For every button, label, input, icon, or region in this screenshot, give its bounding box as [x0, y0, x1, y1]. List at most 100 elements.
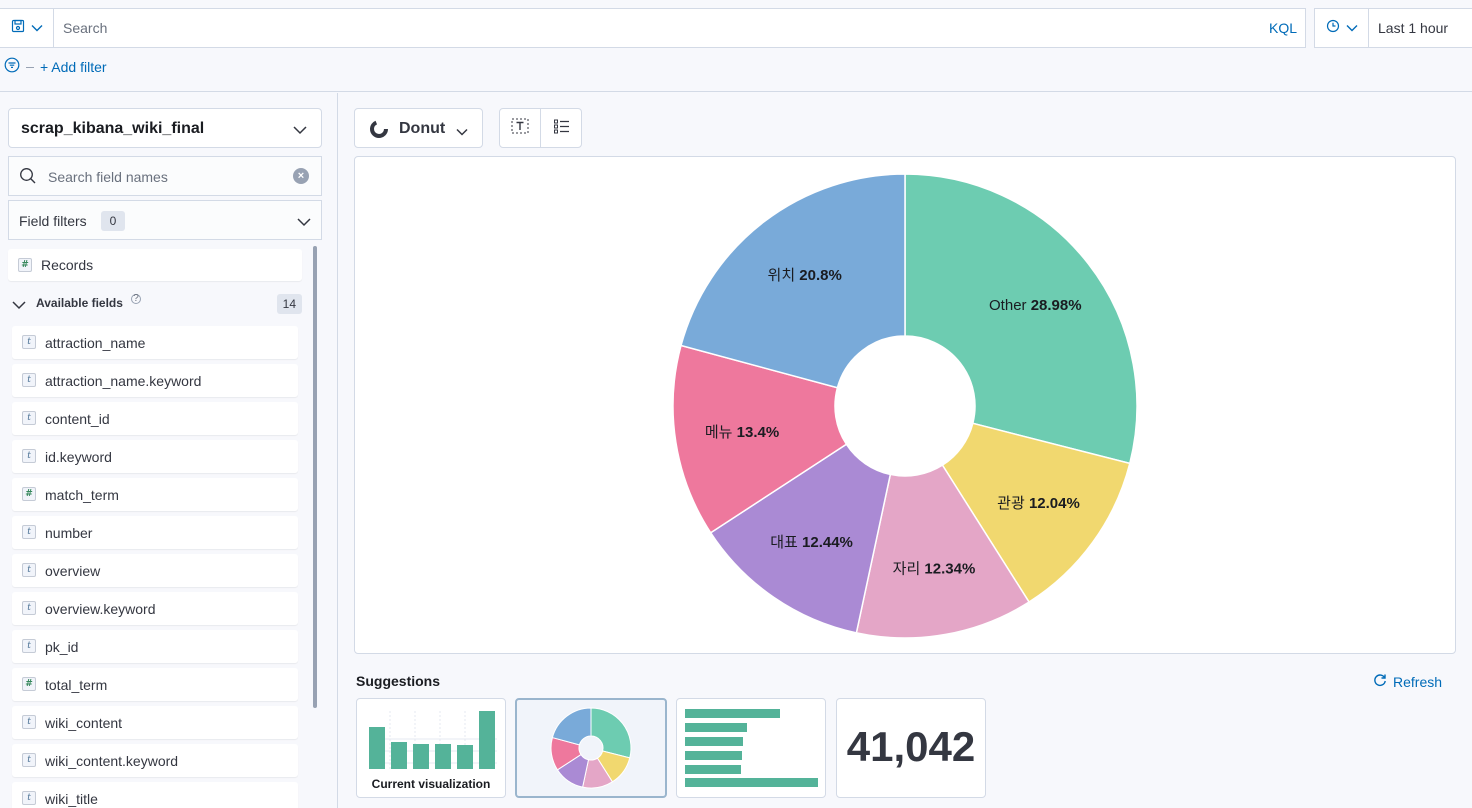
donut-slice[interactable]: [709, 443, 892, 634]
donut-icon: [370, 120, 388, 143]
donut-slice[interactable]: [672, 344, 848, 534]
chevron-down-icon: [456, 123, 468, 141]
field-item[interactable]: t content_id: [12, 402, 298, 435]
field-search-input[interactable]: Search field names: [48, 169, 168, 185]
donut-thumbnail: [550, 707, 632, 789]
suggestion-caption: Current visualization: [371, 777, 491, 791]
suggestion-current-visualization[interactable]: Current visualization: [356, 698, 506, 798]
string-type-icon: t: [22, 335, 36, 349]
legend-options-button[interactable]: [541, 109, 582, 147]
chevron-down-icon: [31, 19, 43, 37]
suggestion-donut[interactable]: [515, 698, 667, 798]
slice-label: 자리 12.34%: [893, 560, 976, 577]
query-bar-area: Search KQL Last 1 hour + Add filter: [0, 0, 1472, 92]
field-item[interactable]: t attraction_name.keyword: [12, 364, 298, 397]
field-search[interactable]: Search field names ×: [8, 156, 322, 196]
field-name: overview.keyword: [45, 601, 156, 617]
string-type-icon: t: [22, 753, 36, 767]
sidebar-scrollbar[interactable]: [313, 246, 317, 708]
label-options-button[interactable]: [500, 109, 541, 147]
string-type-icon: t: [22, 601, 36, 615]
chevron-down-icon: [293, 122, 307, 140]
search-icon: [19, 167, 37, 190]
field-item[interactable]: t id.keyword: [12, 440, 298, 473]
donut-chart[interactable]: Other 28.98% 관광 12.04% 자리 12.34% 대표 12.44% 메…: [355, 157, 1455, 653]
donut-slice[interactable]: [855, 464, 1031, 639]
donut-slice[interactable]: [680, 173, 906, 389]
field-name: wiki_title: [45, 791, 98, 807]
horizontal-bar-thumbnail: [685, 709, 818, 787]
available-fields-count: 14: [276, 294, 302, 314]
clear-icon[interactable]: ×: [293, 168, 309, 184]
field-item[interactable]: t attraction_name: [12, 326, 298, 359]
bar-chart-thumbnail: [369, 711, 497, 769]
index-pattern-select[interactable]: scrap_kibana_wiki_final: [8, 108, 322, 148]
visualization-panel: Other 28.98% 관광 12.04% 자리 12.34% 대표 12.44% 메…: [354, 156, 1456, 654]
filter-icon[interactable]: [4, 57, 20, 78]
add-filter-button[interactable]: + Add filter: [40, 59, 107, 75]
field-name: pk_id: [45, 639, 79, 655]
clock-icon: [1326, 19, 1340, 38]
field-item[interactable]: t overview: [12, 554, 298, 587]
available-fields-header[interactable]: Available fields ? 14: [12, 293, 302, 315]
refresh-button[interactable]: Refresh: [1373, 673, 1442, 690]
field-name: wiki_content: [45, 715, 123, 731]
field-item[interactable]: t overview.keyword: [12, 592, 298, 625]
field-filters-label: Field filters: [19, 213, 87, 229]
field-name: total_term: [45, 677, 108, 693]
slice-label: 위치 20.8%: [768, 267, 842, 284]
field-name: content_id: [45, 411, 110, 427]
time-range[interactable]: Last 1 hour: [1378, 20, 1449, 36]
field-name: overview: [45, 563, 101, 579]
saved-query-button[interactable]: [0, 9, 54, 47]
query-search-input[interactable]: Search: [63, 20, 108, 36]
legend-icon: [553, 118, 571, 139]
number-type-icon: #: [22, 677, 36, 691]
suggestion-metric[interactable]: 41,042: [836, 698, 986, 798]
field-name: attraction_name: [45, 335, 146, 351]
field-item[interactable]: t number: [12, 516, 298, 549]
field-item[interactable]: # total_term: [12, 668, 298, 701]
field-item[interactable]: t wiki_title: [12, 782, 298, 808]
slice-label: 관광 12.04%: [997, 495, 1080, 512]
field-item[interactable]: # match_term: [12, 478, 298, 511]
donut-slice: [551, 707, 592, 746]
chart-type-switcher[interactable]: Donut: [354, 108, 483, 148]
suggestion-bar-horizontal[interactable]: [676, 698, 826, 798]
string-type-icon: t: [22, 791, 36, 805]
slice-label: 대표 12.44%: [770, 534, 853, 551]
field-name: wiki_content.keyword: [45, 753, 179, 769]
suggestions-title: Suggestions: [356, 673, 441, 689]
field-list-sidebar: scrap_kibana_wiki_final Search field nam…: [0, 93, 338, 808]
string-type-icon: t: [22, 525, 36, 539]
slice-label: 메뉴 13.4%: [705, 424, 779, 441]
field-name: number: [45, 525, 93, 541]
field-item[interactable]: t pk_id: [12, 630, 298, 663]
save-icon: [11, 19, 25, 38]
kql-toggle[interactable]: KQL: [1268, 20, 1297, 36]
records-label: Records: [41, 257, 94, 273]
refresh-icon: [1373, 673, 1387, 690]
string-type-icon: t: [22, 563, 36, 577]
metric-value: 41,042: [846, 723, 976, 770]
donut-slice[interactable]: [904, 173, 1138, 465]
chart-type-label: Donut: [399, 120, 446, 137]
donut-slice[interactable]: [941, 422, 1131, 604]
number-type-icon: #: [18, 258, 32, 272]
chevron-down-icon: [12, 297, 26, 315]
help-icon[interactable]: ?: [131, 294, 141, 304]
string-type-icon: t: [22, 715, 36, 729]
string-type-icon: t: [22, 639, 36, 653]
query-bar: Search KQL: [0, 8, 1306, 48]
donut-slice: [590, 707, 632, 759]
field-filters-button[interactable]: Field filters 0: [8, 200, 322, 240]
string-type-icon: t: [22, 411, 36, 425]
filter-row: + Add filter: [4, 57, 107, 78]
slice-label: Other 28.98%: [989, 297, 1082, 314]
records-field[interactable]: # Records: [8, 249, 302, 281]
field-item[interactable]: t wiki_content.keyword: [12, 744, 298, 777]
quick-select-button[interactable]: [1315, 9, 1369, 47]
field-item[interactable]: t wiki_content: [12, 706, 298, 739]
field-name: match_term: [45, 487, 119, 503]
text-icon: [511, 118, 529, 139]
